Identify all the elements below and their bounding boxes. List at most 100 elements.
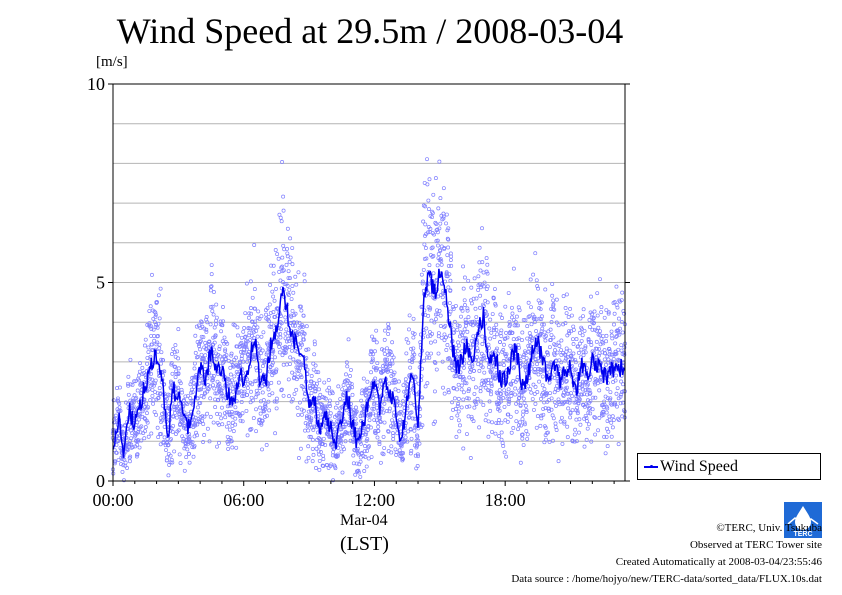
data-point <box>178 381 183 386</box>
data-point <box>433 339 438 344</box>
data-point <box>599 305 604 310</box>
data-point <box>269 263 273 268</box>
data-point <box>432 389 437 394</box>
data-point <box>290 284 295 289</box>
data-point <box>346 337 351 342</box>
data-point <box>460 308 465 313</box>
data-point <box>543 425 548 430</box>
data-point <box>482 355 487 360</box>
data-point <box>489 392 493 397</box>
data-point <box>173 375 178 380</box>
data-point <box>274 406 279 411</box>
data-point <box>438 257 443 261</box>
data-point <box>296 270 301 275</box>
data-point <box>274 369 279 374</box>
data-point <box>218 319 223 324</box>
data-point <box>394 452 399 457</box>
data-point <box>472 405 477 410</box>
data-point <box>543 338 548 343</box>
data-point <box>593 395 598 400</box>
data-point <box>496 395 501 400</box>
data-point <box>281 362 286 367</box>
data-point <box>309 373 314 378</box>
data-point <box>137 378 141 383</box>
data-point <box>619 348 624 353</box>
data-point <box>552 400 557 405</box>
data-point <box>582 392 587 397</box>
data-point <box>253 323 258 328</box>
data-point <box>448 278 453 283</box>
data-point <box>252 287 257 292</box>
data-point <box>432 320 437 325</box>
data-point <box>348 374 352 378</box>
data-point <box>211 312 216 317</box>
data-point <box>182 468 187 473</box>
data-point <box>372 402 377 407</box>
data-point <box>128 357 133 362</box>
data-point <box>157 316 162 321</box>
data-point <box>281 243 286 248</box>
data-point <box>598 277 602 282</box>
data-point <box>575 409 580 414</box>
data-point <box>550 282 555 286</box>
data-point <box>548 391 553 395</box>
data-point <box>568 398 573 403</box>
data-point <box>535 390 540 394</box>
data-point <box>172 350 177 355</box>
data-point <box>407 327 411 332</box>
data-point <box>164 448 168 452</box>
data-point <box>279 265 284 270</box>
data-point <box>330 391 335 396</box>
data-point <box>135 452 140 457</box>
data-point <box>256 391 261 396</box>
data-point <box>294 387 299 392</box>
data-point <box>246 315 251 320</box>
data-point <box>317 378 322 383</box>
data-point <box>235 364 240 369</box>
data-point <box>554 403 558 408</box>
data-point <box>437 226 442 231</box>
data-point <box>537 359 541 364</box>
data-point <box>480 342 485 346</box>
data-point <box>179 387 184 392</box>
data-point <box>566 314 571 319</box>
data-point <box>511 266 516 271</box>
data-point <box>521 409 526 414</box>
data-point <box>264 352 269 357</box>
data-point <box>445 228 450 233</box>
data-point <box>412 331 417 336</box>
data-point <box>234 445 239 450</box>
data-point <box>116 458 121 462</box>
data-point <box>614 334 618 339</box>
data-point <box>249 389 253 394</box>
data-point <box>214 357 219 361</box>
data-point <box>266 314 271 319</box>
data-point <box>465 404 469 409</box>
data-point <box>280 159 285 164</box>
data-point <box>563 399 567 404</box>
data-point <box>231 429 236 434</box>
data-point <box>610 425 615 430</box>
data-point <box>481 270 486 275</box>
data-point <box>321 453 326 458</box>
data-point <box>481 284 486 289</box>
data-point <box>166 442 171 447</box>
data-point <box>162 369 167 374</box>
data-point <box>476 274 481 279</box>
data-point <box>427 177 432 182</box>
data-point <box>547 439 552 444</box>
data-point <box>304 324 309 329</box>
data-point <box>260 447 264 452</box>
data-point <box>428 306 433 311</box>
data-point <box>582 444 587 449</box>
data-point <box>609 420 614 425</box>
data-point <box>478 293 483 298</box>
data-point <box>367 386 372 391</box>
data-point <box>339 449 344 454</box>
data-point <box>488 317 493 322</box>
data-point <box>148 354 153 359</box>
data-point <box>290 308 295 313</box>
data-point <box>116 399 121 404</box>
data-point <box>333 466 338 471</box>
data-point <box>350 392 355 397</box>
